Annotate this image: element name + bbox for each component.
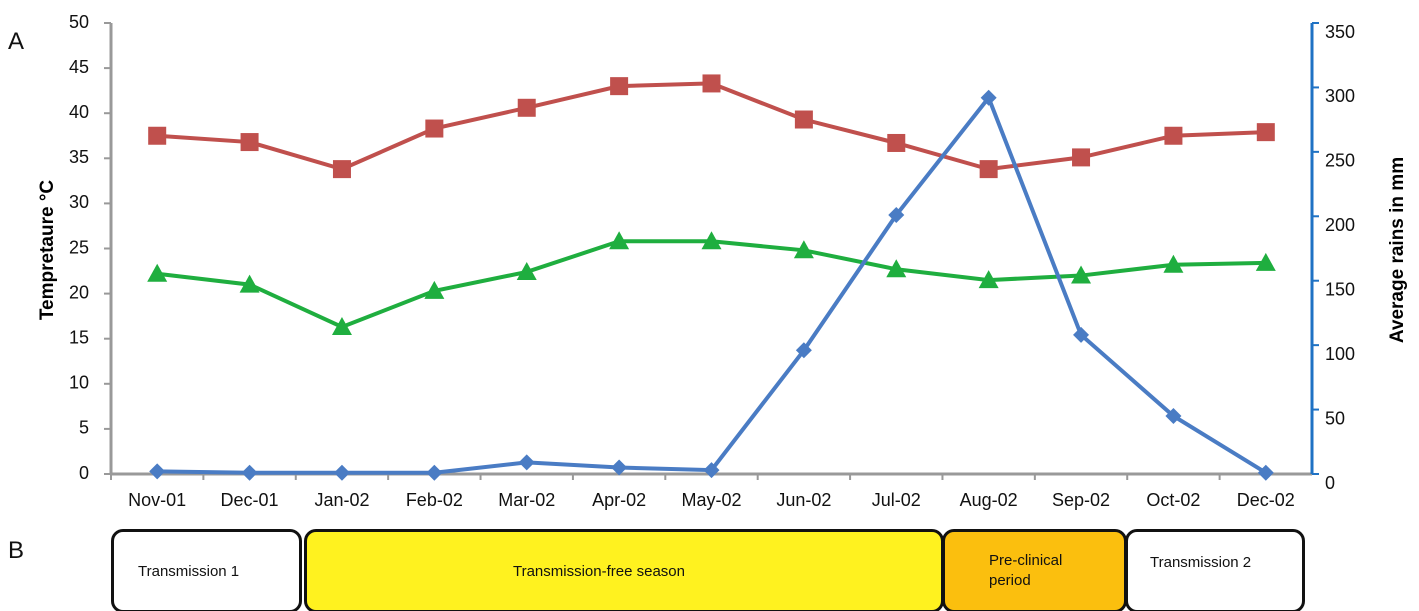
y-tick-label: 0 — [79, 463, 89, 483]
marker — [1163, 254, 1184, 273]
y-tick-label: 40 — [69, 102, 89, 122]
period-box: Transmission-free season — [304, 529, 944, 611]
x-tick-label: Mar-02 — [498, 490, 555, 510]
y-tick-label: 30 — [69, 192, 89, 212]
marker — [980, 89, 997, 106]
y2-tick-label: 350 — [1325, 22, 1355, 42]
marker — [425, 119, 444, 138]
y2-tick-label: 50 — [1325, 408, 1345, 428]
x-tick-label: Apr-02 — [592, 490, 646, 510]
period-box: Transmission 1 — [111, 529, 302, 611]
marker — [1257, 464, 1274, 481]
panel-label: A — [8, 28, 25, 55]
marker — [702, 74, 721, 93]
x-tick-label: Nov-01 — [128, 490, 186, 510]
marker — [517, 98, 536, 117]
y-tick-label: 45 — [69, 57, 89, 77]
y2-axis-label: Average rains in mm — [1387, 157, 1408, 343]
y2-tick-label: 200 — [1325, 215, 1355, 235]
x-tick-label: Sep-02 — [1052, 490, 1110, 510]
x-tick-label: Jul-02 — [872, 490, 921, 510]
period-box: Pre-clinical period — [942, 529, 1127, 611]
panel-label: B — [8, 537, 25, 564]
marker — [703, 462, 720, 479]
marker — [239, 274, 260, 293]
marker — [148, 126, 167, 145]
marker — [610, 77, 629, 96]
marker — [516, 261, 537, 280]
marker — [518, 454, 535, 471]
x-tick-label: Jan-02 — [314, 490, 369, 510]
x-tick-label: Aug-02 — [960, 490, 1018, 510]
x-tick-label: May-02 — [681, 490, 741, 510]
marker — [1255, 252, 1276, 271]
marker — [147, 263, 168, 282]
marker — [1071, 265, 1092, 284]
y2-tick-label: 0 — [1325, 473, 1335, 493]
y-tick-label: 10 — [69, 373, 89, 393]
x-tick-label: Dec-01 — [221, 490, 279, 510]
marker — [979, 160, 998, 179]
marker — [241, 464, 258, 481]
marker — [794, 110, 813, 129]
marker — [611, 459, 628, 476]
y-tick-label: 50 — [69, 12, 89, 32]
marker — [424, 280, 445, 299]
marker — [333, 464, 350, 481]
x-tick-label: Jun-02 — [776, 490, 831, 510]
series-line — [156, 239, 1266, 330]
y-tick-label: 15 — [69, 327, 89, 347]
y-tick-label: 5 — [79, 418, 89, 438]
marker — [793, 240, 814, 259]
marker — [609, 231, 630, 250]
y2-tick-label: 150 — [1325, 279, 1355, 299]
marker — [888, 206, 905, 223]
marker — [331, 316, 352, 335]
y-tick-label: 35 — [69, 147, 89, 167]
marker — [886, 259, 907, 278]
chart: Tempretaure °C Average rains in mm 0 5 10 1… — [37, 12, 1408, 510]
marker — [1164, 126, 1183, 145]
y2-tick-label: 100 — [1325, 344, 1355, 364]
marker — [1073, 326, 1090, 343]
marker — [426, 464, 443, 481]
period-box: Transmission 2 — [1125, 529, 1305, 611]
marker — [701, 231, 722, 250]
marker — [1165, 408, 1182, 425]
y2-tick-label: 300 — [1325, 86, 1355, 106]
y2-tick-label: 250 — [1325, 151, 1355, 171]
marker — [240, 133, 259, 152]
y-tick-label: 20 — [69, 282, 89, 302]
x-tick-label: Dec-02 — [1237, 490, 1295, 510]
marker — [887, 133, 906, 152]
marker — [1256, 123, 1275, 142]
series-line — [157, 81, 1266, 172]
x-tick-label: Feb-02 — [406, 490, 463, 510]
marker — [149, 463, 166, 480]
marker — [795, 342, 812, 359]
marker — [978, 270, 999, 289]
y-tick-label: 25 — [69, 237, 89, 257]
x-tick-label: Oct-02 — [1146, 490, 1200, 510]
marker — [332, 160, 351, 179]
y-axis-label: Tempretaure °C — [37, 180, 58, 321]
marker — [1072, 148, 1091, 167]
